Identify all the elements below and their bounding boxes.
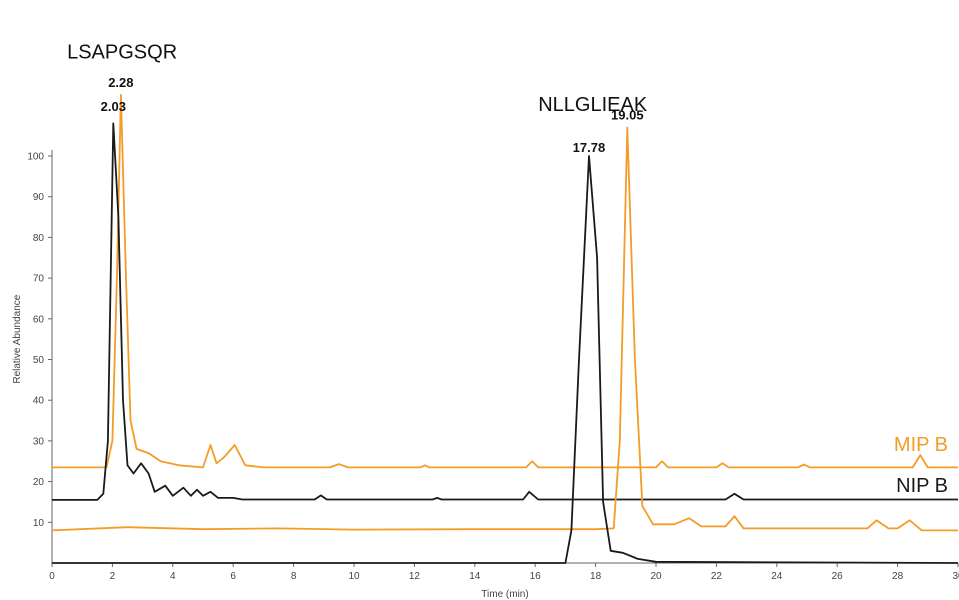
y-tick-label-8: 90: [33, 192, 45, 203]
peak-label-1: 2.03: [101, 99, 126, 114]
axes: [51, 150, 958, 564]
x-tick-label-9: 18: [590, 571, 602, 582]
y-tick-label-6: 70: [33, 274, 45, 285]
peak-name-0: LSAPGSQR: [67, 41, 177, 63]
x-tick-label-3: 6: [230, 571, 236, 582]
x-tick-label-1: 2: [110, 571, 116, 582]
x-tick-label-2: 4: [170, 571, 176, 582]
x-ticks: 024681012141618202224262830: [49, 563, 959, 582]
y-axis-title: Relative Abundance: [12, 294, 23, 383]
y-tick-label-4: 50: [33, 355, 45, 366]
x-tick-label-6: 12: [409, 571, 421, 582]
peak-label-3: 19.05: [611, 107, 644, 122]
y-tick-label-5: 60: [33, 314, 45, 325]
y-tick-label-0: 10: [33, 518, 45, 529]
y-tick-label-2: 30: [33, 436, 45, 447]
series-line-3: [52, 155, 959, 564]
legend-label-1: NIP B: [896, 475, 948, 497]
y-tick-label-7: 80: [33, 233, 45, 244]
x-tick-label-5: 10: [348, 571, 360, 582]
y-tick-label-1: 20: [33, 477, 45, 488]
series-line-2: [51, 126, 958, 532]
x-tick-label-10: 20: [650, 571, 662, 582]
x-tick-label-8: 16: [530, 571, 542, 582]
x-tick-label-4: 8: [291, 571, 297, 582]
series-layer: [51, 94, 959, 564]
legend-label-0: MIP B: [894, 434, 948, 456]
x-axis-title: Time (min): [481, 589, 528, 600]
x-tick-label-11: 22: [711, 571, 723, 582]
peak-label-2: 17.78: [573, 140, 606, 155]
y-tick-label-9: 100: [27, 152, 44, 163]
series-line-1: [52, 122, 958, 501]
x-tick-label-14: 28: [892, 571, 904, 582]
x-tick-label-0: 0: [49, 571, 55, 582]
x-tick-label-15: 30: [952, 571, 959, 582]
x-tick-label-12: 24: [771, 571, 783, 582]
peak-names: LSAPGSQR NLLGLIEAK: [67, 41, 648, 116]
y-tick-label-3: 40: [33, 396, 45, 407]
peak-name-1: NLLGLIEAK: [538, 94, 648, 116]
peak-label-0: 2.28: [108, 75, 133, 90]
peak-labels: 2.28 2.03 17.78 19.05: [101, 75, 644, 155]
y-ticks: 10 20 30 40 50 60 70 80 90 100: [27, 152, 52, 529]
legend: MIP B NIP B: [894, 434, 948, 497]
series-line-0: [52, 94, 958, 469]
x-tick-label-13: 26: [832, 571, 844, 582]
x-tick-label-7: 14: [469, 571, 481, 582]
